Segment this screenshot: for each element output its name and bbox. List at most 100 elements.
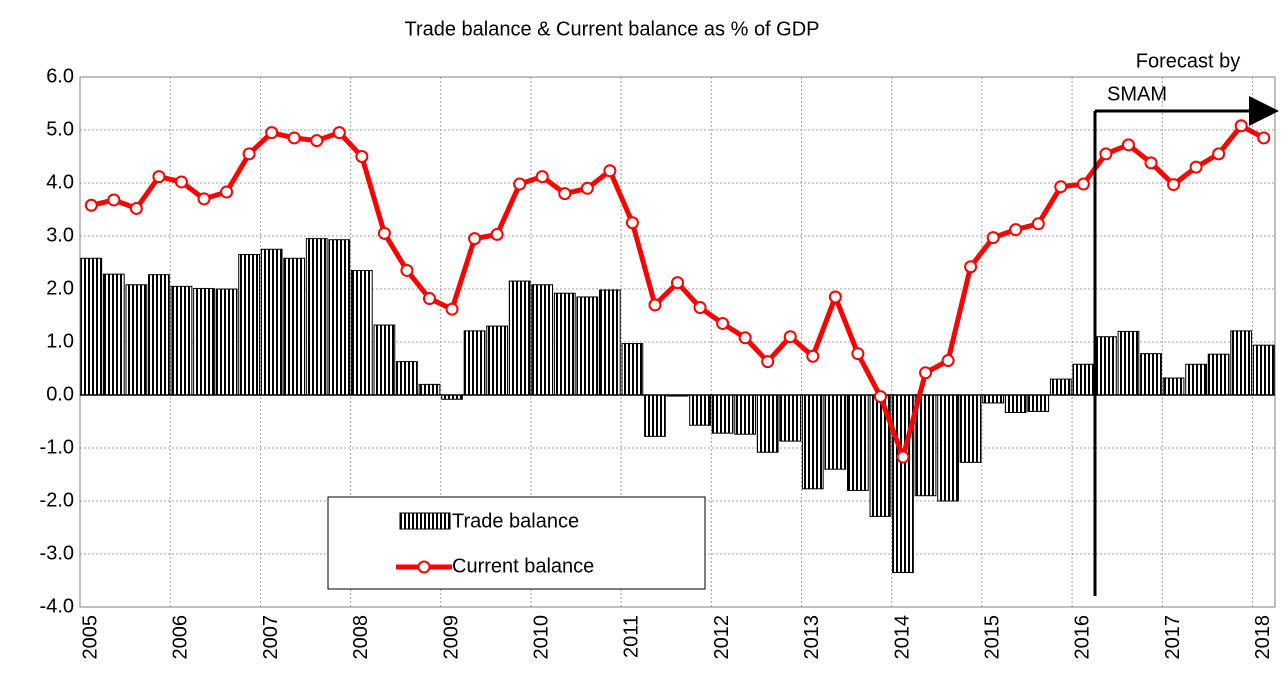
line-marker bbox=[152, 170, 166, 184]
bar bbox=[1140, 353, 1162, 396]
line-marker bbox=[964, 260, 978, 274]
bar bbox=[1162, 377, 1185, 396]
line-marker bbox=[1167, 178, 1181, 192]
line-marker bbox=[761, 355, 775, 369]
bar bbox=[80, 257, 103, 396]
legend-label: Trade balance bbox=[452, 510, 579, 532]
bar bbox=[1049, 378, 1072, 396]
line-marker bbox=[625, 216, 639, 230]
bar bbox=[170, 285, 193, 396]
line-marker bbox=[1234, 119, 1248, 133]
legend: Trade balance Current balance bbox=[327, 496, 706, 590]
line-marker bbox=[310, 134, 324, 148]
line-marker bbox=[107, 193, 121, 207]
bar bbox=[486, 325, 508, 396]
bar bbox=[102, 273, 125, 396]
y-tick-label: 5.0 bbox=[46, 118, 74, 140]
bar bbox=[1230, 330, 1253, 396]
line-marker bbox=[806, 349, 820, 363]
bar bbox=[982, 394, 1005, 404]
bar bbox=[215, 288, 238, 396]
line-marker bbox=[693, 301, 707, 315]
x-tick-label: 2011 bbox=[621, 615, 643, 658]
bar bbox=[1027, 394, 1050, 412]
line-marker bbox=[490, 227, 504, 241]
line-marker bbox=[873, 390, 887, 404]
line-marker bbox=[1189, 160, 1203, 174]
line-marker bbox=[197, 192, 211, 206]
line-marker bbox=[332, 126, 346, 140]
bar bbox=[531, 284, 554, 396]
line-marker bbox=[986, 231, 1000, 245]
y-tick-label: 1.0 bbox=[46, 330, 74, 352]
legend-marker bbox=[417, 560, 431, 574]
x-tick-label: 2005 bbox=[80, 615, 102, 660]
y-tick-label: -4.0 bbox=[40, 595, 74, 617]
plot-area: -4.0 -3.0 -2.0 -1.0 0.0 1.0 2.0 3.0 4.0 5.0 6.0 200… bbox=[40, 65, 1276, 660]
line-marker bbox=[220, 185, 234, 199]
x-tick-label: 2018 bbox=[1252, 615, 1274, 660]
x-tick-label: 2012 bbox=[711, 615, 733, 660]
bar bbox=[1072, 363, 1095, 396]
bar bbox=[1185, 363, 1207, 396]
bar bbox=[1252, 344, 1275, 396]
line-marker bbox=[738, 331, 752, 345]
bar bbox=[193, 287, 215, 396]
bar bbox=[937, 394, 959, 502]
annotation: Forecast by bbox=[1136, 50, 1240, 72]
line-marker bbox=[355, 150, 369, 163]
bar bbox=[801, 394, 824, 490]
line-marker bbox=[513, 177, 527, 191]
bar bbox=[283, 257, 306, 396]
bar bbox=[1117, 330, 1140, 396]
bar bbox=[914, 394, 937, 497]
x-tick-label: 2014 bbox=[891, 615, 913, 660]
line-marker bbox=[1121, 138, 1135, 152]
bar bbox=[779, 394, 802, 442]
y-tick-label: -1.0 bbox=[40, 436, 74, 458]
line-marker bbox=[919, 366, 933, 380]
bar bbox=[396, 361, 418, 396]
line-marker bbox=[84, 198, 98, 212]
chart-title: Trade balance & Current balance as % of … bbox=[404, 18, 819, 40]
y-tick-label: 6.0 bbox=[46, 65, 74, 87]
line-marker bbox=[558, 187, 572, 201]
bar bbox=[711, 394, 734, 434]
y-tick-label: 0.0 bbox=[46, 383, 74, 405]
line-marker bbox=[783, 330, 797, 344]
line-marker bbox=[400, 263, 414, 277]
line-marker bbox=[580, 181, 594, 195]
bar bbox=[373, 324, 396, 396]
x-tick-label: 2007 bbox=[260, 615, 282, 660]
line-marker bbox=[648, 298, 662, 312]
x-tick-label: 2017 bbox=[1162, 615, 1184, 660]
line-marker bbox=[1144, 156, 1158, 170]
line-marker bbox=[377, 226, 391, 240]
bar bbox=[350, 269, 373, 396]
x-tick-label: 2013 bbox=[801, 615, 823, 660]
x-tick-label: 2015 bbox=[981, 615, 1003, 660]
bar bbox=[1004, 394, 1027, 413]
line-marker bbox=[671, 276, 684, 290]
y-tick-label: -2.0 bbox=[40, 489, 74, 511]
line-marker bbox=[535, 170, 549, 184]
legend-swatch bbox=[399, 512, 451, 530]
line-marker bbox=[445, 302, 459, 316]
line-marker bbox=[828, 290, 842, 304]
annotation: SMAM bbox=[1107, 83, 1167, 105]
line-marker bbox=[1031, 217, 1045, 231]
line-marker bbox=[851, 347, 865, 361]
line-marker bbox=[1009, 223, 1023, 237]
line-marker bbox=[422, 292, 436, 306]
bar bbox=[824, 394, 847, 470]
line-marker bbox=[129, 201, 143, 215]
line-marker bbox=[1099, 147, 1113, 161]
bar bbox=[418, 383, 441, 396]
bar bbox=[689, 394, 711, 426]
line-marker bbox=[265, 126, 279, 140]
bar bbox=[621, 343, 644, 396]
line-marker bbox=[287, 131, 301, 145]
line-marker bbox=[174, 175, 188, 189]
legend-label: Current balance bbox=[452, 555, 594, 577]
